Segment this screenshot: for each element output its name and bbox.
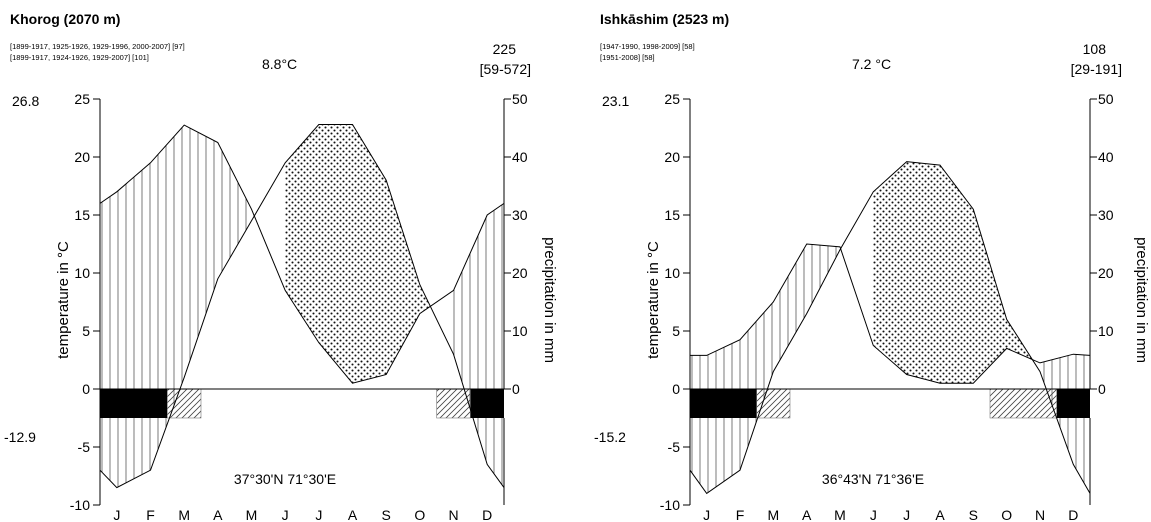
frost-possible-bar xyxy=(167,388,202,419)
annual-precipitation: 225 xyxy=(493,41,517,57)
period-precipitation: [1899-1917, 1924-1926, 1929-2007] [101] xyxy=(10,53,149,62)
temperature-tick-label: 25 xyxy=(74,91,90,107)
month-label: A xyxy=(802,507,812,522)
temperature-tick-label: 15 xyxy=(74,207,90,223)
mean-temperature: 7.2 °C xyxy=(852,56,891,72)
month-label: S xyxy=(969,507,978,522)
month-label: A xyxy=(935,507,945,522)
temperature-tick-label: 0 xyxy=(82,381,90,397)
month-label: J xyxy=(282,507,289,522)
period-precipitation: [1951-2008] [58] xyxy=(600,53,655,62)
precipitation-tick-label: 30 xyxy=(512,207,528,223)
frost-sure-bar xyxy=(1056,389,1090,418)
temperature-tick-label: -10 xyxy=(70,497,90,513)
annual-precipitation: 108 xyxy=(1083,41,1107,57)
month-label: D xyxy=(482,507,492,522)
mean-temperature: 8.8°C xyxy=(262,56,297,72)
precipitation-line xyxy=(690,243,1091,384)
precipitation-range: [29-191] xyxy=(1071,61,1122,77)
temperature-axis-label: temperature in °C xyxy=(55,241,72,359)
coordinates: 37°30'N 71°30'E xyxy=(234,471,336,487)
arid-period-area xyxy=(873,161,1033,384)
month-label: M xyxy=(834,507,846,522)
precipitation-tick-label: 0 xyxy=(512,381,520,397)
temperature-axis-label: temperature in °C xyxy=(645,241,662,359)
precipitation-tick-label: 30 xyxy=(1098,207,1114,223)
period-temperature: [1899-1917, 1925-1926, 1929-1996, 2000-2… xyxy=(10,42,185,51)
temperature-tick-label: 10 xyxy=(74,265,90,281)
temperature-tick-label: 5 xyxy=(82,323,90,339)
month-label: N xyxy=(448,507,458,522)
precipitation-tick-label: 40 xyxy=(512,149,528,165)
ishkashim-climate-diagram: Ishkāshim (2523 m) [1947-1990, 1998-2009… xyxy=(594,11,1150,522)
temperature-tick-label: 20 xyxy=(74,149,90,165)
month-label: J xyxy=(703,507,710,522)
month-label: M xyxy=(246,507,258,522)
month-label: A xyxy=(213,507,223,522)
precipitation-tick-label: 10 xyxy=(1098,323,1114,339)
temperature-tick-label: -10 xyxy=(660,497,680,513)
precipitation-tick-label: 50 xyxy=(512,91,528,107)
month-label: S xyxy=(381,507,390,522)
precipitation-tick-label: 50 xyxy=(1098,91,1114,107)
frost-sure-bar xyxy=(100,389,168,418)
temperature-tick-label: 5 xyxy=(672,323,680,339)
precipitation-axis-label: precipitation in mm xyxy=(541,237,558,363)
precipitation-tick-label: 20 xyxy=(1098,265,1114,281)
khorog-climate-diagram: Khorog (2070 m) [1899-1917, 1925-1926, 1… xyxy=(4,11,558,522)
temperature-tick-label: 0 xyxy=(672,381,680,397)
arid-period-area xyxy=(285,124,431,384)
month-label: O xyxy=(1001,507,1012,522)
month-label: N xyxy=(1035,507,1045,522)
month-label: J xyxy=(113,507,120,522)
month-label: F xyxy=(146,507,155,522)
temperature-tick-label: -5 xyxy=(668,439,681,455)
plot-area: -10 -5 0 5 10 15 20 25 0 10 20 30 40 50 J F M A M J J A S O N D xyxy=(660,91,1114,522)
precipitation-tick-label: 40 xyxy=(1098,149,1114,165)
temperature-tick-label: -5 xyxy=(78,439,91,455)
month-label: J xyxy=(870,507,877,522)
plot-area: -10 -5 0 5 10 15 20 25 0 10 20 30 40 50 J F M A M J J A S O N D xyxy=(70,91,528,522)
month-label: F xyxy=(736,507,745,522)
frost-sure-bar xyxy=(690,389,757,418)
month-label: M xyxy=(178,507,190,522)
precipitation-axis-label: precipitation in mm xyxy=(1133,237,1150,363)
absolute-min-temperature: -15.2 xyxy=(594,429,626,445)
precipitation-line xyxy=(99,124,505,384)
month-label: M xyxy=(767,507,779,522)
frost-sure-bar xyxy=(470,389,504,418)
frost-possible-bar xyxy=(756,388,791,419)
temperature-tick-label: 20 xyxy=(664,149,680,165)
precipitation-range: [59-572] xyxy=(480,61,531,77)
frost-possible-bar xyxy=(989,388,1057,419)
temperature-line xyxy=(689,161,1091,495)
absolute-min-temperature: -12.9 xyxy=(4,429,36,445)
month-label: J xyxy=(903,507,910,522)
month-label: J xyxy=(315,507,322,522)
temperature-tick-label: 25 xyxy=(664,91,680,107)
temperature-tick-label: 10 xyxy=(664,265,680,281)
absolute-max-temperature: 26.8 xyxy=(12,93,39,109)
precipitation-tick-label: 20 xyxy=(512,265,528,281)
precipitation-tick-label: 0 xyxy=(1098,381,1106,397)
frost-possible-bar xyxy=(436,388,471,419)
month-label: O xyxy=(414,507,425,522)
temperature-line xyxy=(99,124,505,489)
chart-title: Ishkāshim (2523 m) xyxy=(600,11,729,27)
month-label: A xyxy=(348,507,358,522)
temperature-tick-label: 15 xyxy=(664,207,680,223)
precipitation-tick-label: 10 xyxy=(512,323,528,339)
absolute-max-temperature: 23.1 xyxy=(602,93,629,109)
chart-title: Khorog (2070 m) xyxy=(10,11,120,27)
period-temperature: [1947-1990, 1998-2009] [58] xyxy=(600,42,695,51)
coordinates: 36°43'N 71°36'E xyxy=(822,471,924,487)
month-label: D xyxy=(1068,507,1078,522)
